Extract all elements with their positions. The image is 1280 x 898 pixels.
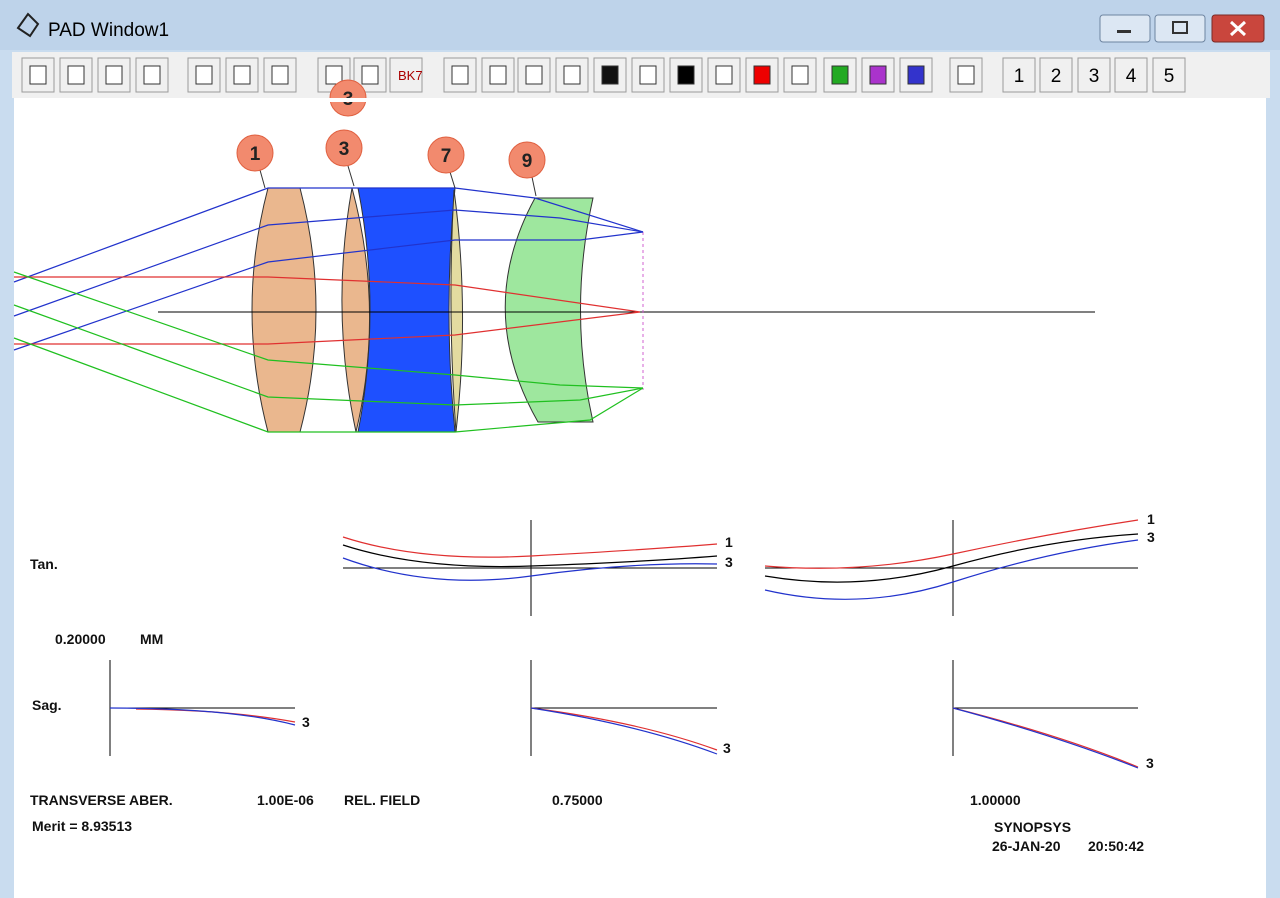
view-button-label: 4: [1126, 66, 1137, 87]
view-button[interactable]: [1039, 57, 1073, 93]
toolbar-icon: [29, 65, 47, 85]
sag-label: Sag.: [32, 697, 62, 713]
aberration-plots: 1 3 1 3 3 3 3 Tan. Sag. 0.20000 MM: [30, 511, 1155, 771]
transverse-label: TRANSVERSE ABER.: [30, 792, 173, 808]
app-icon: [16, 12, 40, 38]
toolbar-icon: [143, 65, 161, 85]
drawing-area: [14, 98, 1266, 898]
red-rays: [14, 276, 641, 345]
view-button-label: 5: [1164, 66, 1175, 87]
wavelength: 1.00E-06: [257, 792, 314, 808]
toolbar-icon: [271, 65, 289, 85]
toolbar-icon: [67, 65, 85, 85]
aberration-curves: [109, 519, 1139, 769]
close-icon: [1229, 20, 1247, 37]
footer: TRANSVERSE ABER. 1.00E-06 REL. FIELD 0.7…: [30, 792, 1144, 854]
maximize-icon: [1172, 21, 1188, 34]
toolbar-buttons: [21, 57, 983, 93]
curve-label: 1: [725, 534, 733, 550]
view-button[interactable]: [1002, 57, 1036, 93]
element-label: 1: [250, 144, 261, 165]
scale-value: 0.20000: [55, 631, 106, 647]
curve-label: 3: [1147, 529, 1155, 545]
view-button[interactable]: [1114, 57, 1148, 93]
curve-label: 3: [1146, 755, 1154, 771]
maximize-button[interactable]: [1154, 14, 1206, 43]
date: 26-JAN-20: [992, 838, 1061, 854]
program-name: SYNOPSYS: [994, 819, 1071, 835]
minimize-icon: [1117, 30, 1131, 33]
toolbar-icon: [677, 65, 695, 85]
toolbar-icon: [563, 65, 581, 85]
lens-element: [357, 187, 456, 433]
toolbar-button[interactable]: [481, 57, 515, 93]
view-button-label: 2: [1051, 66, 1062, 87]
toolbar-button[interactable]: [389, 57, 423, 93]
time: 20:50:42: [1088, 838, 1144, 854]
field-value: 0.75000: [552, 792, 603, 808]
toolbar-icon: [639, 65, 657, 85]
lens-element: [504, 197, 594, 423]
curve-label: 3: [725, 554, 733, 570]
glass-icon-label: BK7: [398, 68, 423, 83]
curve-label: 1: [1147, 511, 1155, 527]
toolbar-icon: [601, 65, 619, 85]
element-label: 3: [339, 139, 350, 160]
curve-label: 3: [723, 740, 731, 756]
tan-label: Tan.: [30, 556, 58, 572]
curve-label: 3: [302, 714, 310, 730]
view-button-label: 1: [1014, 66, 1025, 87]
scale-unit: MM: [140, 631, 163, 647]
toolbar-icon: [195, 65, 213, 85]
element-label: 9: [522, 151, 533, 172]
toolbar-icon: [753, 65, 771, 85]
toolbar-icon: [957, 65, 975, 85]
view-button[interactable]: [1152, 57, 1186, 93]
view-button[interactable]: [1077, 57, 1111, 93]
toolbar-icon: [451, 65, 469, 85]
toolbar-icon: [361, 65, 379, 85]
window-title: PAD Window1: [48, 20, 169, 41]
toolbar-icon: [525, 65, 543, 85]
toolbar-icon: [791, 65, 809, 85]
toolbar-icon: [831, 65, 849, 85]
rel-field-label: REL. FIELD: [344, 792, 420, 808]
toolbar-icon: [869, 65, 887, 85]
toolbar-icon: [715, 65, 733, 85]
view-button-label: 3: [1089, 66, 1100, 87]
toolbar-button[interactable]: [59, 57, 93, 93]
toolbar-icon: [907, 65, 925, 85]
green-rays: [13, 271, 644, 433]
lens-drawing: 1 3 3 7 9: [13, 79, 1266, 433]
merit: Merit = 8.93513: [32, 818, 132, 834]
toolbar-icon: [325, 65, 343, 85]
minimize-button[interactable]: [1099, 14, 1151, 43]
toolbar-button[interactable]: [135, 57, 169, 93]
field-value: 1.00000: [970, 792, 1021, 808]
title-bar: [0, 0, 1280, 50]
element-label: 7: [441, 146, 452, 167]
toolbar-icon: [489, 65, 507, 85]
toolbar-icon: [105, 65, 123, 85]
toolbar-icon: [233, 65, 251, 85]
toolbar-button[interactable]: [707, 57, 741, 93]
lens-element: [251, 187, 317, 433]
view-buttons: 1 2 3 4 5: [1002, 57, 1186, 93]
